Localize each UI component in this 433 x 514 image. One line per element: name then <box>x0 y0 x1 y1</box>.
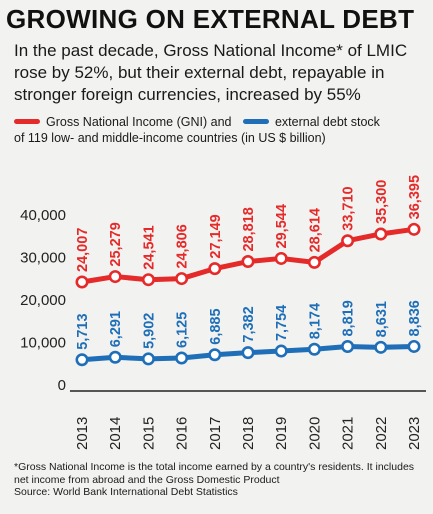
data-label-debt: 8,174 <box>307 303 323 339</box>
data-point-debt <box>407 339 421 353</box>
series-debt: 5,713 6,291 5,902 6,125 6,885 7,382 7,754 8,174… <box>75 300 423 367</box>
x-axis-ticks: 2013 2014 2015 2016 2017 2018 2019 2020 2021 2022… <box>74 417 423 450</box>
data-label-debt: 8,631 <box>374 301 390 337</box>
data-point-debt <box>274 344 288 358</box>
data-point-debt <box>307 342 321 356</box>
x-tick-label: 2019 <box>273 417 290 450</box>
data-point-debt <box>141 352 155 366</box>
data-point-debt <box>341 340 355 354</box>
data-point-debt <box>208 348 222 362</box>
x-tick-label: 2017 <box>207 417 224 450</box>
x-tick-label: 2020 <box>306 417 323 450</box>
data-point-gni <box>208 262 222 276</box>
x-tick-label: 2023 <box>406 417 423 450</box>
legend-swatch-gni <box>14 119 40 125</box>
legend-label-gni: Gross National Income (GNI) and <box>46 115 232 129</box>
y-tick-label: 0 <box>58 377 66 394</box>
x-tick-label: 2021 <box>340 417 357 450</box>
x-tick-label: 2022 <box>373 417 390 450</box>
data-label-debt: 6,291 <box>108 311 124 347</box>
data-label-gni: 28,818 <box>241 207 257 251</box>
data-point-gni <box>175 272 189 286</box>
x-tick-label: 2015 <box>140 417 157 450</box>
data-label-gni: 27,149 <box>208 214 224 258</box>
source-text: Source: World Bank International Debt St… <box>14 486 238 498</box>
data-label-gni: 35,300 <box>374 180 390 224</box>
data-label-gni: 29,544 <box>274 204 290 248</box>
data-label-debt: 6,125 <box>175 312 191 348</box>
x-tick-label: 2018 <box>240 417 257 450</box>
legend: Gross National Income (GNI) and external… <box>14 114 429 146</box>
x-tick-label: 2016 <box>174 417 191 450</box>
data-label-debt: 6,885 <box>208 308 224 344</box>
data-point-debt <box>175 351 189 365</box>
y-tick-label: 30,000 <box>20 250 66 267</box>
y-tick-label: 10,000 <box>20 335 66 352</box>
data-point-gni <box>141 273 155 287</box>
data-label-gni: 28,614 <box>307 208 323 252</box>
data-label-gni: 24,806 <box>175 224 191 268</box>
data-point-debt <box>75 353 89 367</box>
data-label-gni: 24,541 <box>141 225 157 269</box>
footnote: *Gross National Income is the total inco… <box>14 461 426 499</box>
data-point-gni <box>108 270 122 284</box>
data-point-gni <box>341 234 355 248</box>
footnote-text: *Gross National Income is the total inco… <box>14 461 415 486</box>
data-label-debt: 5,713 <box>75 313 91 349</box>
legend-swatch-debt <box>242 119 269 125</box>
data-point-gni <box>407 222 421 236</box>
data-point-gni <box>374 227 388 241</box>
data-label-debt: 8,836 <box>407 300 423 336</box>
data-point-debt <box>374 340 388 354</box>
legend-caption: of 119 low- and middle-income countries … <box>14 131 326 145</box>
y-axis-ticks: 40,000 30,000 20,000 10,000 0 <box>20 207 66 394</box>
x-tick-label: 2014 <box>107 417 124 450</box>
data-point-gni <box>241 255 255 269</box>
series-gni: 24,007 25,279 24,541 24,806 27,149 28,818 29,5… <box>75 175 423 289</box>
y-tick-label: 40,000 <box>20 207 66 224</box>
data-label-gni: 25,279 <box>108 222 124 266</box>
chart-title: GROWING ON EXTERNAL DEBT <box>6 4 415 34</box>
data-label-gni: 33,710 <box>341 186 357 230</box>
data-label-debt: 5,902 <box>141 313 157 349</box>
data-point-gni <box>274 251 288 265</box>
data-label-debt: 7,754 <box>274 305 290 341</box>
data-point-gni <box>75 275 89 289</box>
data-label-gni: 36,395 <box>407 175 423 219</box>
y-tick-label: 20,000 <box>20 292 66 309</box>
data-point-gni <box>307 255 321 269</box>
x-tick-label: 2013 <box>74 417 91 450</box>
data-label-gni: 24,007 <box>75 228 91 272</box>
legend-label-debt: external debt stock <box>274 115 380 129</box>
data-label-debt: 8,819 <box>341 300 357 336</box>
data-label-debt: 7,382 <box>241 306 257 342</box>
data-point-debt <box>108 350 122 364</box>
chart-subtitle: In the past decade, Gross National Incom… <box>14 41 408 104</box>
data-point-debt <box>241 346 255 360</box>
